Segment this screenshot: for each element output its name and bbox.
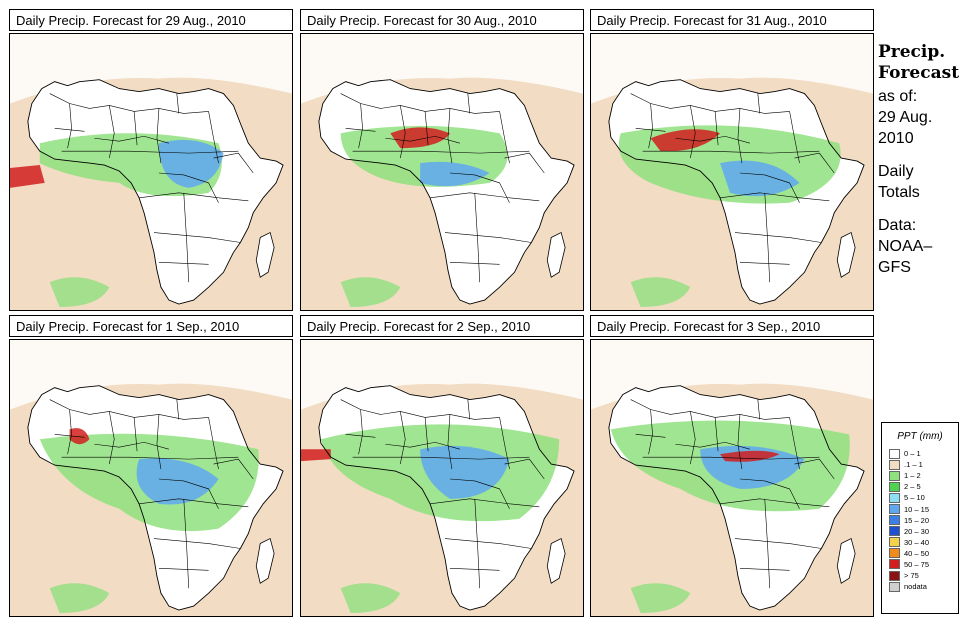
legend-item: > 75 bbox=[889, 570, 958, 581]
legend-item: 2 – 5 bbox=[889, 481, 958, 492]
map-area bbox=[300, 339, 584, 617]
sidebar-heading-2: Forecast bbox=[878, 63, 960, 83]
sidebar-info: Precip. Forecast as of: 29 Aug. 2010 Dai… bbox=[878, 42, 962, 278]
legend-item: 5 – 10 bbox=[889, 492, 958, 503]
sidebar-asof: as of: bbox=[878, 88, 918, 105]
legend-label: .1 – 1 bbox=[904, 460, 923, 470]
legend-item: .1 – 1 bbox=[889, 459, 958, 470]
legend-label: 0 – 1 bbox=[904, 449, 921, 459]
legend-swatch bbox=[889, 448, 900, 459]
sidebar-daily-1: Daily bbox=[878, 163, 914, 180]
legend-swatch bbox=[889, 537, 900, 548]
legend-label: 50 – 75 bbox=[904, 559, 930, 569]
legend-item: 40 – 50 bbox=[889, 548, 958, 559]
legend-label: 40 – 50 bbox=[904, 548, 930, 558]
legend-title: PPT (mm) bbox=[897, 431, 943, 442]
legend-swatch bbox=[889, 504, 900, 515]
map-svg bbox=[10, 34, 292, 310]
legend-swatch bbox=[889, 559, 900, 570]
sidebar-data-3: GFS bbox=[878, 259, 911, 276]
legend-item: 0 – 1 bbox=[889, 448, 958, 459]
legend-label: 1 – 2 bbox=[904, 471, 921, 481]
sidebar-data-2: NOAA– bbox=[878, 238, 933, 255]
legend-label: 30 – 40 bbox=[904, 537, 930, 547]
panel-title: Daily Precip. Forecast for 2 Sep., 2010 bbox=[300, 315, 584, 337]
legend-item: 30 – 40 bbox=[889, 537, 958, 548]
panel-title: Daily Precip. Forecast for 31 Aug., 2010 bbox=[590, 9, 874, 31]
legend-swatch bbox=[889, 470, 900, 481]
map-area bbox=[9, 33, 293, 311]
map-area bbox=[590, 33, 874, 311]
panel-title: Daily Precip. Forecast for 1 Sep., 2010 bbox=[9, 315, 293, 337]
map-area bbox=[9, 339, 293, 617]
legend-label: 15 – 20 bbox=[904, 515, 930, 525]
map-svg bbox=[10, 340, 292, 616]
map-area bbox=[300, 33, 584, 311]
legend-item: 10 – 15 bbox=[889, 503, 958, 515]
sidebar-daily-2: Totals bbox=[878, 184, 920, 201]
legend-swatch bbox=[889, 570, 900, 581]
panel-title: Daily Precip. Forecast for 30 Aug., 2010 bbox=[300, 9, 584, 31]
map-svg bbox=[301, 34, 583, 310]
sidebar-data-1: Data: bbox=[878, 217, 917, 234]
map-svg bbox=[301, 340, 583, 616]
map-area bbox=[590, 339, 874, 617]
legend-item: 50 – 75 bbox=[889, 559, 958, 570]
sidebar-date-1: 29 Aug. bbox=[878, 109, 933, 126]
legend-item: 1 – 2 bbox=[889, 470, 958, 481]
legend-label: 10 – 15 bbox=[904, 504, 930, 514]
legend-swatch bbox=[889, 526, 900, 537]
legend-label: 20 – 30 bbox=[904, 526, 930, 536]
legend-swatch bbox=[889, 481, 900, 492]
panel-title: Daily Precip. Forecast for 29 Aug., 2010 bbox=[9, 9, 293, 31]
panel-title: Daily Precip. Forecast for 3 Sep., 2010 bbox=[590, 315, 874, 337]
sidebar-heading-1: Precip. bbox=[878, 42, 946, 62]
legend-swatch bbox=[889, 515, 900, 526]
legend-label: nodata bbox=[904, 582, 927, 592]
legend-item: nodata bbox=[889, 581, 958, 592]
legend-label: 5 – 10 bbox=[904, 493, 925, 503]
legend-item: 20 – 30 bbox=[889, 526, 958, 537]
legend-item: 15 – 20 bbox=[889, 515, 958, 526]
map-svg bbox=[591, 34, 873, 310]
legend-label: 2 – 5 bbox=[904, 482, 921, 492]
map-svg bbox=[591, 340, 873, 616]
legend-swatch bbox=[889, 492, 900, 503]
legend-swatch bbox=[889, 548, 900, 559]
legend-label: > 75 bbox=[904, 571, 919, 581]
legend-swatch bbox=[889, 459, 900, 470]
legend-swatch bbox=[889, 581, 900, 592]
sidebar-date-2: 2010 bbox=[878, 130, 914, 147]
